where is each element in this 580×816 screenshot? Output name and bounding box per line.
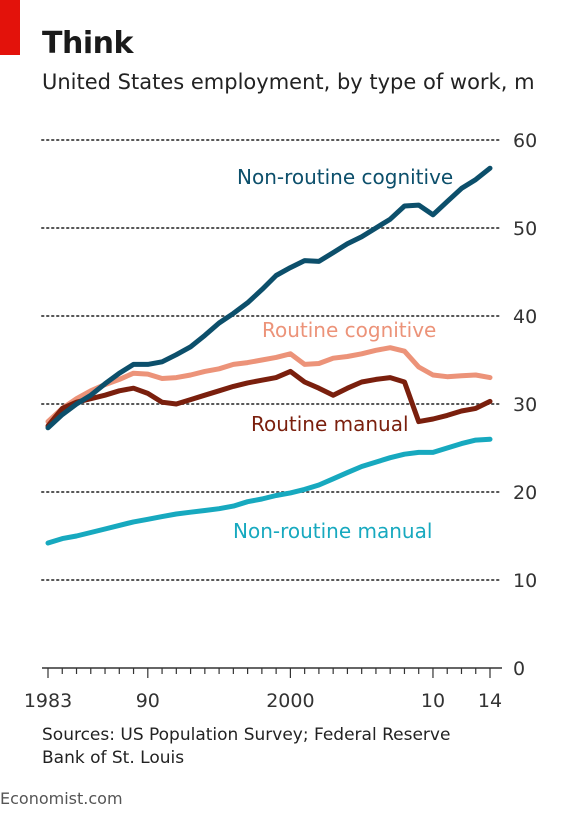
line-chart: 0 10 20 30 40 50 60 1983 90 2000 10 14 Non-routine c… [24, 130, 537, 712]
chart-subtitle: United States employment, by type of wor… [42, 70, 535, 94]
y-tick-label: 0 [513, 658, 525, 680]
series-label-non-routine-manual: Non-routine manual [233, 519, 432, 543]
y-tick-label: 50 [513, 218, 537, 240]
y-tick-label: 60 [513, 130, 537, 152]
y-tick-label: 20 [513, 482, 537, 504]
y-tick-label: 10 [513, 570, 537, 592]
x-tick-label: 14 [478, 690, 502, 712]
series-line-non-routine-cognitive [45, 165, 493, 431]
x-tick-label: 1983 [24, 690, 72, 712]
x-tick-label: 2000 [266, 690, 314, 712]
brand-credit: Economist.com [0, 789, 123, 808]
series-label-non-routine-cognitive: Non-routine cognitive [237, 165, 453, 189]
source-note: Sources: US Population Survey; Federal R… [42, 725, 451, 768]
series-label-routine-cognitive: Routine cognitive [262, 318, 436, 342]
x-tick-label: 10 [421, 690, 445, 712]
series-line-routine-cognitive [45, 345, 493, 425]
series-line-non-routine-manual [45, 436, 493, 546]
series-label-routine-manual: Routine manual [251, 412, 409, 436]
brand-accent-bar [0, 0, 20, 55]
x-tick-label: 90 [136, 690, 160, 712]
chart-title: Think [42, 26, 133, 61]
series-line-routine-manual [45, 368, 493, 429]
y-tick-label: 30 [513, 394, 537, 416]
y-tick-label: 40 [513, 306, 537, 328]
